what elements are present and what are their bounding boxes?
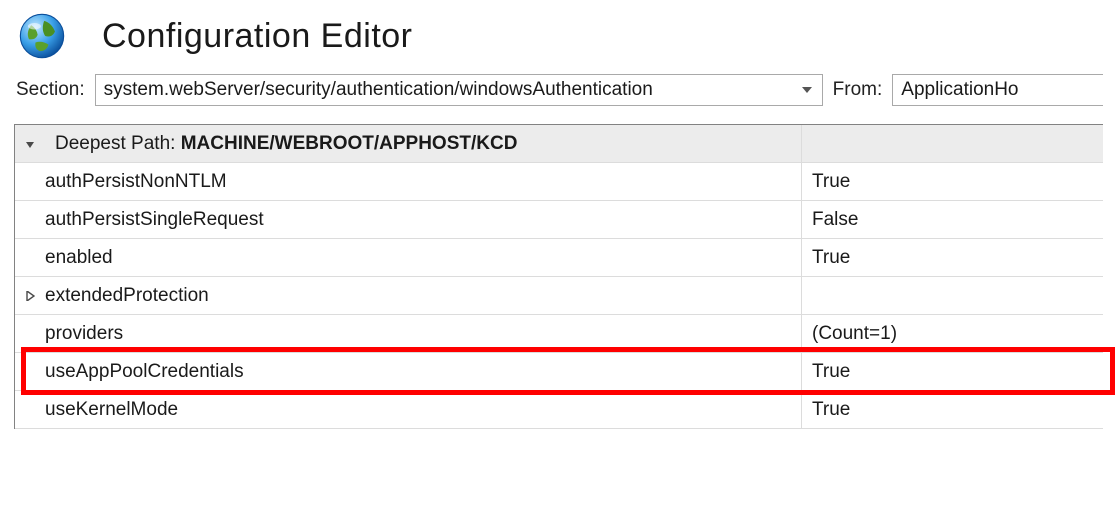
property-value[interactable]: True xyxy=(801,239,1103,276)
property-name: extendedProtection xyxy=(45,285,801,307)
property-name: useAppPoolCredentials xyxy=(45,361,801,383)
grid-header-prefix: Deepest Path: xyxy=(55,133,181,154)
grid-row[interactable]: extendedProtection xyxy=(15,277,1103,315)
from-combo[interactable]: ApplicationHo xyxy=(892,74,1103,106)
section-path-value: system.webServer/security/authentication… xyxy=(104,79,653,101)
property-value[interactable]: (Count=1) xyxy=(801,315,1103,352)
property-grid: Deepest Path: MACHINE/WEBROOT/APPHOST/KC… xyxy=(14,124,1103,429)
property-value[interactable]: True xyxy=(801,163,1103,200)
property-value[interactable]: True xyxy=(801,391,1103,428)
grid-header-path: MACHINE/WEBROOT/APPHOST/KCD xyxy=(181,133,518,154)
grid-row[interactable]: useAppPoolCredentialsTrue xyxy=(15,353,1103,391)
collapse-icon[interactable] xyxy=(15,139,45,149)
grid-header-row[interactable]: Deepest Path: MACHINE/WEBROOT/APPHOST/KC… xyxy=(15,125,1103,163)
property-value[interactable]: False xyxy=(801,201,1103,238)
property-value[interactable]: True xyxy=(801,353,1103,390)
grid-row[interactable]: providers(Count=1) xyxy=(15,315,1103,353)
property-name: useKernelMode xyxy=(45,399,801,421)
grid-header-value xyxy=(801,125,1103,162)
grid-row[interactable]: authPersistSingleRequestFalse xyxy=(15,201,1103,239)
property-name: authPersistNonNTLM xyxy=(45,171,801,193)
grid-row[interactable]: useKernelModeTrue xyxy=(15,391,1103,429)
from-label: From: xyxy=(833,79,883,101)
property-name: providers xyxy=(45,323,801,345)
property-name: authPersistSingleRequest xyxy=(45,209,801,231)
from-value: ApplicationHo xyxy=(901,79,1018,101)
grid-header-text: Deepest Path: MACHINE/WEBROOT/APPHOST/KC… xyxy=(45,133,801,155)
section-label: Section: xyxy=(16,79,85,101)
section-combo[interactable]: system.webServer/security/authentication… xyxy=(95,74,823,106)
grid-row[interactable]: enabledTrue xyxy=(15,239,1103,277)
editor-header: Configuration Editor xyxy=(0,0,1119,70)
grid-row[interactable]: authPersistNonNTLMTrue xyxy=(15,163,1103,201)
property-name: enabled xyxy=(45,247,801,269)
section-bar: Section: system.webServer/security/authe… xyxy=(0,70,1119,116)
page-title: Configuration Editor xyxy=(102,17,413,56)
chevron-down-icon[interactable] xyxy=(800,83,814,97)
expand-icon[interactable] xyxy=(15,291,45,301)
property-value[interactable] xyxy=(801,277,1103,314)
globe-icon xyxy=(16,10,68,62)
